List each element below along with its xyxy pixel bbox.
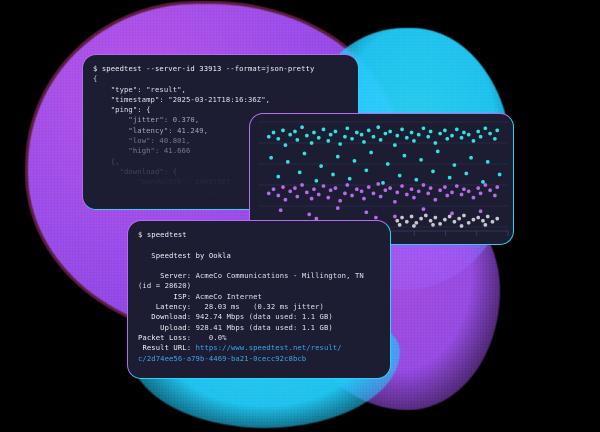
json-line-10: "bandwidth": 24097927 <box>93 177 231 187</box>
summary-prompt: $ <box>138 230 143 239</box>
json-line-11: "bytes": 239152592 <box>93 187 217 197</box>
json-line-7: "high": 41.666 <box>93 146 191 156</box>
summary-heading: Speedtest by Ookla <box>151 250 231 260</box>
json-line-1: "type": "result", <box>93 84 186 94</box>
row-label-latency: Latency: <box>155 302 192 312</box>
json-prompt: $ <box>93 64 98 73</box>
terminal-card-summary-output[interactable]: $ speedtest Speedtest by Ookla Server: A… <box>127 220 391 379</box>
row-value-packet-loss: 0.0% <box>195 332 227 342</box>
row-label-upload: Upload: <box>160 322 192 332</box>
json-command: speedtest --server-id 33913 --format=jso… <box>101 64 315 73</box>
row-value-latency: 28.03 ms (0.32 ms jitter) <box>195 302 324 312</box>
row-value-server-id: (id = 28620) <box>138 281 192 291</box>
row-value-isp: AcmeCo Internet <box>195 291 262 301</box>
json-line-4: "jitter": 0.370, <box>93 115 200 125</box>
json-line-0: { <box>93 74 98 84</box>
result-url-link[interactable]: https://www.speedtest.net/result/ c/2d74… <box>138 343 342 363</box>
row-label-isp: ISP: <box>173 291 192 301</box>
json-prompt-line: $ speedtest --server-id 33913 --format=j… <box>93 64 314 73</box>
summary-output-body: $ speedtest Speedtest by Ookla Server: A… <box>128 221 390 364</box>
summary-command: speedtest <box>146 230 187 239</box>
row-label-server: Server: <box>160 271 192 281</box>
row-value-download: 942.74 Mbps (data used: 1.1 GB) <box>195 312 333 322</box>
json-line-2: "timestamp": "2025-03-21T18:16:36Z", <box>93 94 271 104</box>
row-value-upload: 928.41 Mbps (data used: 1.1 GB) <box>195 322 333 332</box>
chart-series-download <box>266 125 502 185</box>
row-label-packet-loss: Packet Loss: <box>138 332 192 342</box>
row-label-result-url: Result URL: <box>142 343 192 353</box>
json-line-8: {, <box>93 156 120 166</box>
json-line-3: "ping": { <box>93 105 151 115</box>
row-value-server: AcmeCo Communications - Millington, TN <box>195 271 364 281</box>
json-line-9: "download": { <box>93 166 178 176</box>
json-line-5: "latency": 41.249, <box>93 125 209 135</box>
json-line-6: "low": 40.801, <box>93 136 191 146</box>
row-label-download: Download: <box>151 312 192 322</box>
chart-series-ping <box>395 213 500 228</box>
